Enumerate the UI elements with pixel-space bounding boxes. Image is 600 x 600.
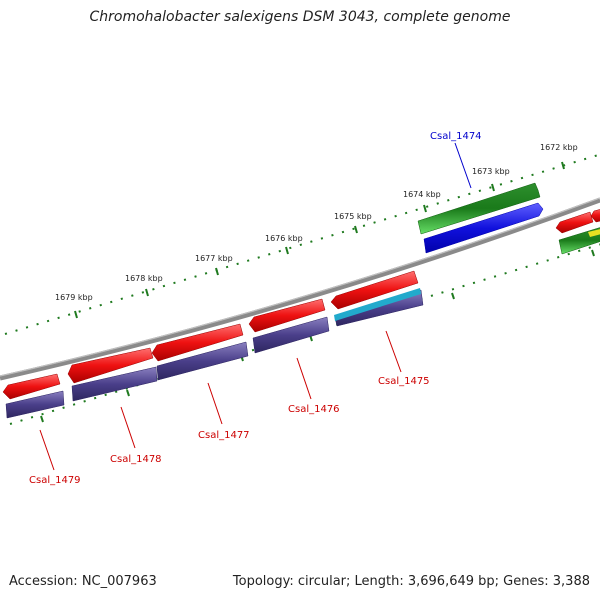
gene-csal-1475[interactable] <box>330 270 419 310</box>
cds-csal-1475-cyan <box>334 288 421 321</box>
scale-label-1672: 1672 kbp <box>540 143 578 152</box>
scale-label-1674: 1674 kbp <box>403 190 441 199</box>
forward-strand-features <box>417 182 600 255</box>
scale-label-1676: 1676 kbp <box>265 234 303 243</box>
major-tick <box>145 288 149 297</box>
major-tick <box>285 246 289 255</box>
scale-label-1673: 1673 kbp <box>472 167 510 176</box>
minor-tick <box>40 415 44 423</box>
major-tick <box>354 225 358 234</box>
gene-labels: Csal_1474 Csal_1475 Csal_1476 Csal_1477 … <box>29 131 482 486</box>
gene-partial-right-reverse[interactable] <box>555 211 594 234</box>
leader-csal-1476 <box>296 357 312 400</box>
label-csal-1478: Csal_1478 <box>110 454 162 465</box>
major-tick <box>74 310 78 319</box>
gene-csal-1479[interactable] <box>2 373 61 400</box>
leader-csal-1474 <box>454 142 472 189</box>
leader-csal-1478 <box>120 406 136 449</box>
label-csal-1479: Csal_1479 <box>29 475 81 486</box>
cds-csal-1477[interactable] <box>156 341 249 381</box>
scale-label-1679: 1679 kbp <box>55 293 93 302</box>
gene-csal-1477[interactable] <box>151 323 244 362</box>
scale-label-1675: 1675 kbp <box>334 212 372 221</box>
minor-tick <box>591 249 595 257</box>
outer-tick-ring <box>4 153 600 335</box>
label-csal-1477: Csal_1477 <box>198 430 250 441</box>
gene-csal-1474-forward[interactable] <box>417 182 541 235</box>
minor-tick <box>451 292 455 300</box>
gene-partial-edge-reverse[interactable] <box>590 208 600 223</box>
backbone-highlight <box>0 197 600 377</box>
label-csal-1475: Csal_1475 <box>378 376 430 387</box>
scale-label-1677: 1677 kbp <box>195 254 233 263</box>
map-title: Chromohalobacter salexigens DSM 3043, co… <box>89 9 511 25</box>
genome-summary-text: Topology: circular; Length: 3,696,649 bp… <box>232 574 590 589</box>
gene-csal-1478[interactable] <box>67 347 154 384</box>
gene-csal-1476[interactable] <box>248 298 326 333</box>
cds-csal-1476[interactable] <box>252 316 330 354</box>
scale-label-1678: 1678 kbp <box>125 274 163 283</box>
label-csal-1474: Csal_1474 <box>430 131 482 142</box>
scale-labels: 1679 kbp 1678 kbp 1677 kbp 1676 kbp 1675… <box>55 143 578 302</box>
leader-csal-1477 <box>207 382 223 425</box>
genome-backbone <box>0 197 600 381</box>
leader-csal-1479 <box>39 429 55 471</box>
label-csal-1476: Csal_1476 <box>288 404 340 415</box>
major-tick <box>561 161 565 170</box>
major-tick <box>423 204 427 213</box>
gene-partial-right-yellow <box>588 229 600 237</box>
reverse-cds <box>5 288 424 419</box>
major-tick <box>491 183 495 192</box>
major-tick <box>215 267 219 276</box>
leader-csal-1475 <box>385 330 402 373</box>
reverse-genes <box>2 208 600 400</box>
cds-csal-1474-forward[interactable] <box>423 202 544 254</box>
cds-csal-1479[interactable] <box>5 390 65 419</box>
minor-tick <box>126 389 130 397</box>
cds-csal-1478[interactable] <box>71 366 158 402</box>
accession-text: Accession: NC_007963 <box>9 574 157 589</box>
